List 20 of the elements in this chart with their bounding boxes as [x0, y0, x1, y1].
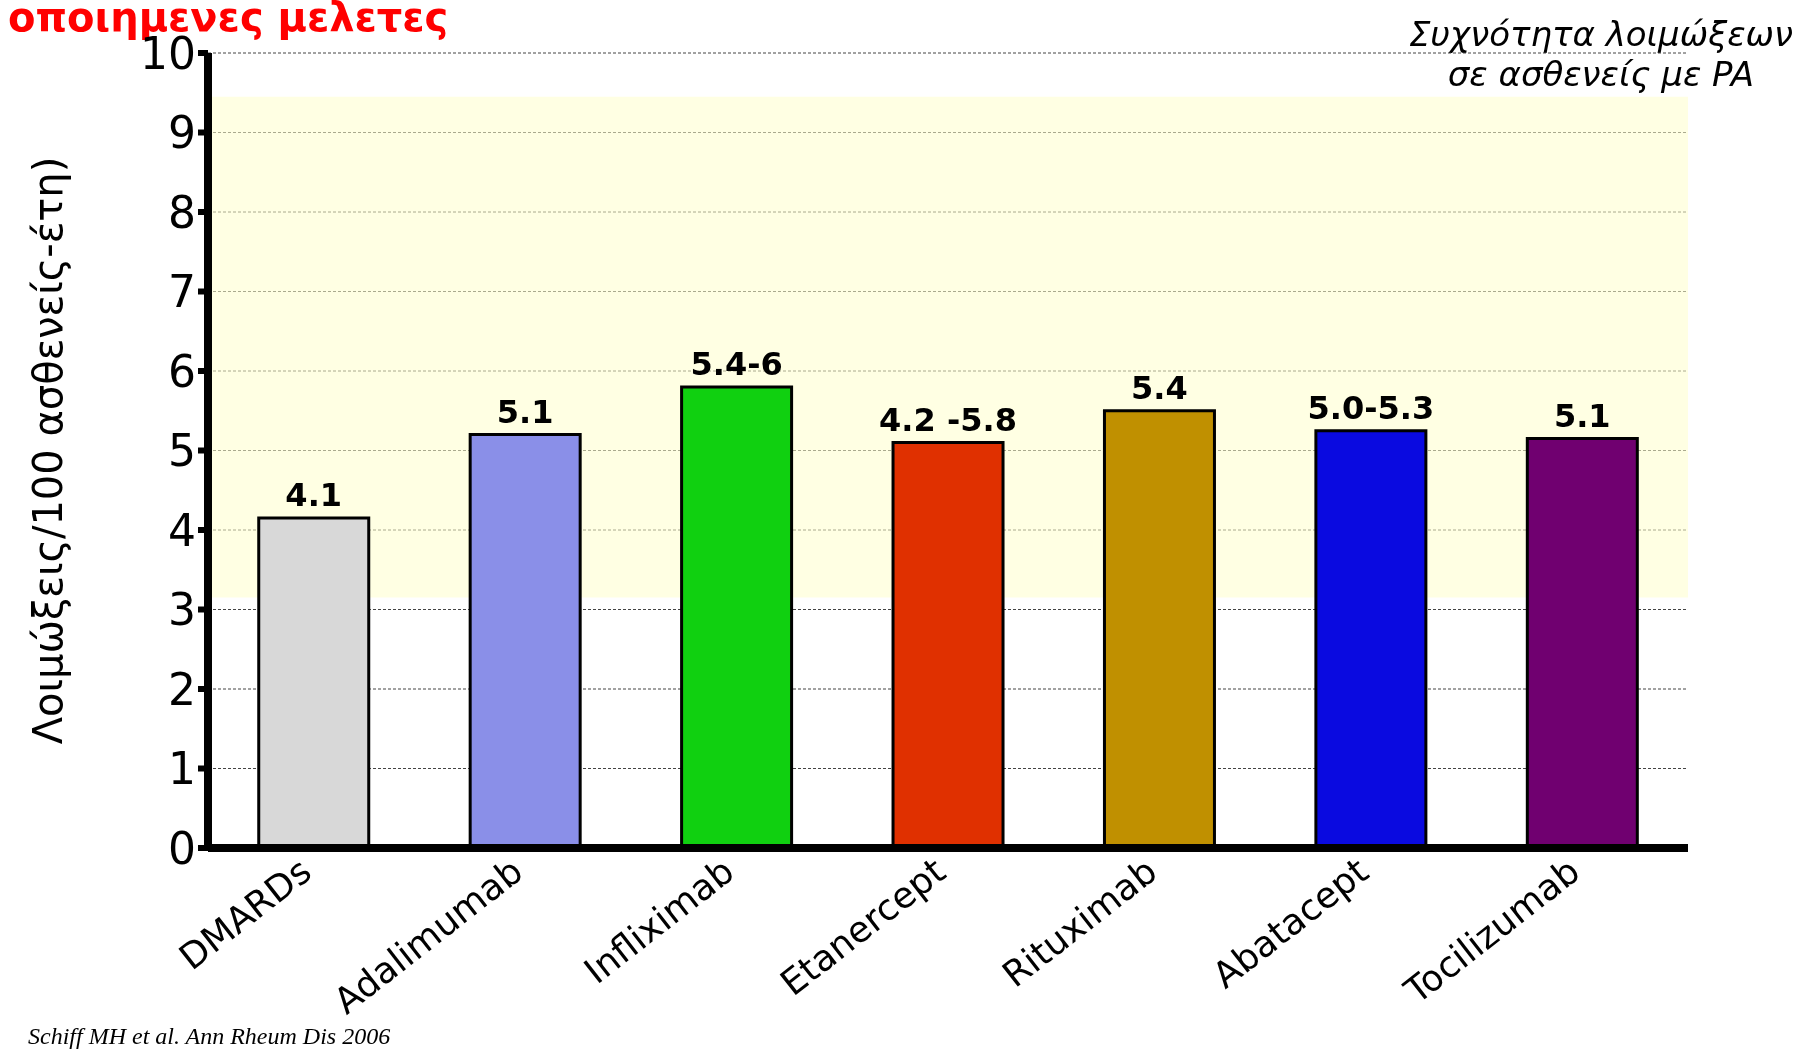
- y-tick-label: 3: [168, 584, 196, 636]
- annotation: 5.1: [1553, 396, 1611, 435]
- y-tick-label: 4: [168, 504, 196, 556]
- text: Schiff MH et al. Ann Rheum Dis 2006: [28, 1023, 391, 1050]
- y-tick-label: 1: [168, 743, 196, 795]
- annotation: 5.4-6: [690, 344, 783, 383]
- annotation: 5.0-5.3: [1307, 388, 1435, 427]
- annotation: 5.4: [1131, 368, 1188, 407]
- y-tick-label: 9: [168, 107, 196, 159]
- y-tick-label: 5: [168, 425, 196, 477]
- annotation: 4.1: [285, 476, 343, 515]
- y-tick-label: 2: [168, 663, 196, 715]
- chart-title: Συχνότητα λοιμώξεων σε ασθενείς με PA: [1408, 14, 1793, 94]
- y-axis-title: Λοιμώξεις/100 ασθενείς-έτη): [25, 156, 72, 745]
- y-tick-label: 6: [168, 345, 196, 397]
- annotation: 5.1: [496, 392, 554, 431]
- y-tick-label: 0: [168, 822, 196, 874]
- y-tick-label: 8: [168, 186, 196, 238]
- annotation: 4.2 -5.8: [879, 400, 1017, 439]
- y-tick-label: 7: [168, 266, 196, 318]
